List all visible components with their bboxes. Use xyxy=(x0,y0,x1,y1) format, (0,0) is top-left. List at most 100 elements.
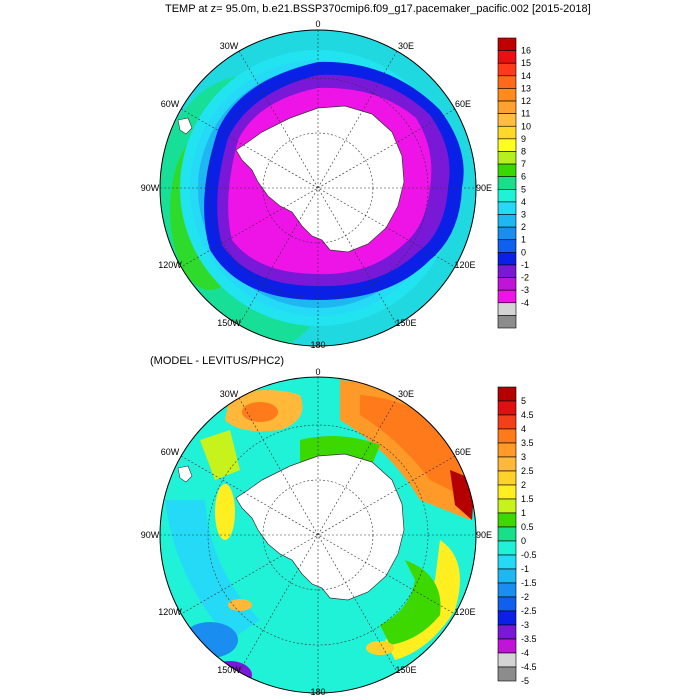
bottom-colorbar-tick-label: 2.5 xyxy=(521,466,534,476)
top-colorbar-tick-label: 15 xyxy=(521,58,531,68)
bottom-colorbar-swatch xyxy=(497,582,517,598)
bottom-colorbar-swatch xyxy=(497,596,517,612)
top-lon-0: 0 xyxy=(315,19,320,29)
bottom-colorbar-tick-label: 3.5 xyxy=(521,438,534,448)
bottom-colorbar-tick-label: -2.5 xyxy=(521,606,537,616)
top-colorbar-swatch xyxy=(497,113,517,127)
top-colorbar-swatch xyxy=(497,201,517,215)
bottom-south-america-tip xyxy=(177,465,193,483)
bottom-colorbar-swatch xyxy=(497,610,517,626)
top-lon-120e: 120E xyxy=(454,260,475,270)
top-colorbar-swatch xyxy=(497,138,517,152)
top-colorbar-tick-label: 14 xyxy=(521,71,531,81)
top-lon-30e: 30E xyxy=(398,41,414,51)
bottom-polar-map: 0 30E 60E 90E 120E 150E 180 150W 120W 90… xyxy=(141,367,492,697)
bottom-colorbar-swatch xyxy=(497,526,517,542)
top-colorbar-tick-label: -3 xyxy=(521,285,529,295)
top-colorbar-tick-label: 1 xyxy=(521,235,526,245)
top-colorbar-tick-label: -4 xyxy=(521,298,529,308)
bottom-colorbar-tick-label: -5 xyxy=(521,676,529,686)
bottom-lon-150w: 150W xyxy=(217,665,241,675)
top-colorbar-swatch xyxy=(497,125,517,140)
bottom-colorbar-swatch xyxy=(497,484,517,500)
top-colorbar-swatch xyxy=(497,277,517,291)
top-antarctica-landmass xyxy=(235,105,405,253)
top-colorbar-tick-label: -2 xyxy=(521,273,529,283)
bottom-antarctica-landmass xyxy=(235,453,405,601)
bottom-lon-0: 0 xyxy=(315,367,320,377)
bottom-lon-30w: 30W xyxy=(220,389,239,399)
figure-title: TEMP at z= 95.0m, b.e21.BSSP370cmip6.f09… xyxy=(165,3,591,15)
bottom-colorbar-swatch xyxy=(497,498,517,514)
top-colorbar-swatch xyxy=(497,75,517,89)
top-colorbar-swatch xyxy=(497,239,517,253)
top-lon-30w: 30W xyxy=(220,41,239,51)
bottom-colorbar-tick-label: -1 xyxy=(521,564,529,574)
top-colorbar-swatch xyxy=(497,100,517,114)
bottom-lon-60e: 60E xyxy=(455,447,471,457)
top-lon-60w: 60W xyxy=(161,99,180,109)
top-colorbar-swatch xyxy=(497,302,517,316)
bottom-colorbar-tick-label: 4 xyxy=(521,424,526,434)
top-colorbar-swatch xyxy=(497,176,517,190)
top-colorbar-tick-label: 4 xyxy=(521,197,526,207)
top-colorbar-tick-label: 6 xyxy=(521,172,526,182)
bottom-colorbar-tick-label: -4 xyxy=(521,648,529,658)
bottom-colorbar-swatch xyxy=(497,624,517,640)
bottom-colorbar-swatch xyxy=(497,638,517,654)
bottom-colorbar-tick-label: -4.5 xyxy=(521,662,537,672)
top-lon-90e: 90E xyxy=(476,183,492,193)
top-colorbar-tick-label: 13 xyxy=(521,83,531,93)
top-colorbar-swatch xyxy=(497,163,517,177)
top-lon-150e: 150E xyxy=(395,318,416,328)
bottom-colorbar-tick-label: -3.5 xyxy=(521,634,537,644)
bottom-colorbar-swatch xyxy=(497,456,517,472)
top-colorbar-tick-label: 16 xyxy=(521,46,531,56)
bottom-colorbar-swatch xyxy=(497,442,517,458)
bottom-colorbar-tick-label: 1 xyxy=(521,508,526,518)
bottom-lon-150e: 150E xyxy=(395,665,416,675)
top-colorbar-tick-label: 12 xyxy=(521,96,531,106)
bottom-lon-30e: 30E xyxy=(398,389,414,399)
top-colorbar-swatch xyxy=(497,151,517,165)
bottom-colorbar-tick-label: 3 xyxy=(521,452,526,462)
top-colorbar-tick-label: 9 xyxy=(521,134,526,144)
bottom-colorbar-swatch xyxy=(497,554,517,570)
top-colorbar-tick-label: -1 xyxy=(521,260,529,270)
bottom-lon-90w: 90W xyxy=(141,530,160,540)
top-map-border xyxy=(159,29,477,347)
top-colorbar-swatch xyxy=(497,315,517,329)
difference-subtitle: (MODEL - LEVITUS/PHC2) xyxy=(150,355,285,367)
bottom-colorbar-tick-label: 5 xyxy=(521,396,526,406)
top-colorbar-tick-label: 8 xyxy=(521,146,526,156)
bottom-colorbar-tick-label: 2 xyxy=(521,480,526,490)
top-colorbar-tick-label: 10 xyxy=(521,121,531,131)
bottom-map-border xyxy=(159,376,477,694)
bottom-colorbar-tick-label: 0.5 xyxy=(521,522,534,532)
top-colorbar-tick-label: 11 xyxy=(521,109,530,119)
top-colorbar-tick-label: 5 xyxy=(521,184,526,194)
top-lon-180: 180 xyxy=(310,340,325,350)
top-colorbar-swatch xyxy=(497,50,517,64)
top-lon-60e: 60E xyxy=(455,99,471,109)
top-graticule xyxy=(160,30,476,346)
bottom-lon-120e: 120E xyxy=(454,607,475,617)
bottom-colorbar-tick-label: 1.5 xyxy=(521,494,534,504)
top-colorbar-swatch xyxy=(497,62,517,77)
top-lon-90w: 90W xyxy=(141,183,160,193)
bottom-colorbar-swatch xyxy=(497,400,517,416)
top-colorbar-swatch xyxy=(497,252,517,266)
bottom-lon-90e: 90E xyxy=(476,530,492,540)
top-lon-150w: 150W xyxy=(217,318,241,328)
bottom-colorbar-swatch xyxy=(497,540,517,556)
bottom-colorbar-swatch xyxy=(497,666,517,682)
bottom-longitude-labels: 0 30E 60E 90E 120E 150E 180 150W 120W 90… xyxy=(141,367,492,697)
top-south-america-tip xyxy=(177,117,193,135)
bottom-colorbar-swatch xyxy=(497,652,517,668)
top-colorbar-swatch xyxy=(497,264,517,278)
bottom-colorbar-tick-label: -1.5 xyxy=(521,578,537,588)
bottom-colorbar-tick-label: -3 xyxy=(521,620,529,630)
bottom-colorbar-swatch xyxy=(497,414,517,430)
